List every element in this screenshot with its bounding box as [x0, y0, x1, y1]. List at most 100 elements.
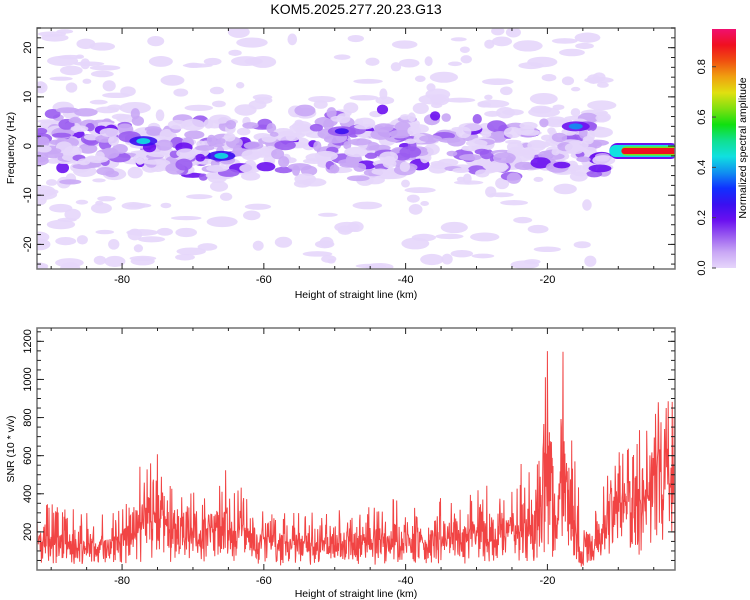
spectrogram-blob [47, 55, 79, 67]
spectrogram-blob [412, 102, 429, 114]
spectrogram-blob [452, 167, 470, 174]
spectrogram-blob [155, 139, 173, 151]
spectrogram-blob [513, 40, 543, 52]
spectrogram-ylabel: Frequency (Hz) [5, 112, 17, 184]
spectrogram-blob [582, 199, 592, 211]
y-tick-label: 800 [22, 408, 34, 426]
y-tick-label: -10 [22, 187, 34, 203]
spectrogram-blob [489, 160, 505, 172]
spectrogram-blob [375, 96, 395, 105]
spectrogram-blob [474, 148, 490, 155]
spectrogram-blob [252, 94, 273, 101]
spectrogram-blob [308, 95, 336, 103]
y-tick-label: 400 [22, 485, 34, 503]
spectrogram-blob [506, 172, 522, 184]
spectrogram-blob [130, 257, 155, 266]
y-tick-label: 200 [22, 523, 34, 541]
spectrogram-blob [500, 200, 529, 206]
spectrogram-blob [544, 116, 568, 128]
spectrogram-blob [89, 99, 108, 105]
spectrogram-blob [176, 148, 196, 159]
spectrogram-blob [584, 255, 597, 267]
spectrogram-blob [180, 119, 205, 131]
spectrogram-blob [347, 221, 364, 233]
spectrogram-blob [97, 196, 116, 202]
spectrogram-blob [51, 132, 72, 138]
spectrogram-blob [400, 114, 411, 120]
spectrogram-blob [462, 173, 472, 184]
spectrogram-blob [437, 158, 459, 167]
x-tick-label: -40 [398, 575, 414, 587]
spectrogram-blob [420, 201, 430, 207]
spectrogram-blob [96, 166, 115, 176]
spectrogram-blob [236, 37, 268, 48]
spectrogram-blob [477, 101, 491, 108]
colorbar-tick-label: 0.8 [696, 59, 708, 74]
spectrogram-blob [37, 156, 49, 166]
colorbar-tick-label: 0.4 [696, 160, 708, 175]
spectrogram-blob [588, 164, 612, 173]
spectrogram-blob [37, 31, 67, 37]
spectrogram-blob [92, 178, 106, 183]
spectrogram-blob [510, 260, 540, 269]
spectrogram-blob [576, 156, 591, 163]
colorbar-tick-label: 0.6 [696, 109, 708, 124]
spectrogram-blob [99, 128, 120, 137]
y-tick-label: 20 [22, 42, 34, 54]
spectrogram-blob [347, 34, 364, 43]
snr-frame [36, 327, 676, 571]
spectrogram-blob [491, 28, 505, 36]
y-tick-label: 1200 [22, 329, 34, 353]
spectrogram-blob [459, 46, 470, 54]
spectrogram-blob [391, 40, 418, 49]
spectrogram-blob [74, 108, 98, 117]
spectrogram-blob [89, 65, 121, 71]
spectrogram-blob [541, 134, 553, 141]
spectrogram-blob [398, 58, 420, 68]
spectrogram-blob [440, 221, 468, 234]
spectrogram-blob [379, 88, 388, 100]
spectrogram-blob [294, 173, 316, 185]
spectrogram-blob [505, 28, 521, 38]
spectrogram-blob [223, 132, 236, 142]
spectrogram-blob [569, 171, 588, 182]
spectrogram-blob [108, 238, 120, 250]
spectrogram-blob [216, 138, 226, 145]
spectrogram-blob [513, 216, 533, 224]
spectrogram-blob [89, 42, 116, 51]
spectrogram-blob [503, 126, 522, 139]
spectrogram-blob [459, 154, 482, 161]
spectrogram-blob [530, 105, 552, 114]
spectrogram-blob [235, 81, 245, 89]
spectrogram-blob [102, 92, 131, 99]
spectrogram-blob [289, 123, 313, 132]
spectrogram-blob [394, 152, 411, 161]
spectrogram-blob [541, 153, 565, 160]
spectrogram-blob [108, 135, 120, 146]
spectrogram-blob [46, 158, 61, 164]
spectrogram-blob [552, 104, 565, 110]
spectrogram-blob [55, 237, 77, 246]
spectrogram-blob [401, 179, 410, 188]
spectrogram-blob [176, 247, 206, 256]
spectrogram-blob [248, 100, 267, 110]
spectrogram-blob [37, 189, 58, 200]
spectrogram-blob [56, 107, 79, 114]
spectrogram-blob [326, 107, 337, 119]
spectrogram-blob [371, 168, 389, 175]
spectrogram-blob [487, 120, 507, 133]
spectrogram-blob [228, 49, 242, 56]
spectrogram-blob [458, 122, 483, 132]
spectrogram-blob [388, 129, 411, 139]
spectrogram-blob [37, 127, 48, 135]
x-tick-label: -80 [114, 575, 130, 587]
spectrogram-blob [426, 83, 436, 92]
spectrogram-blob [75, 199, 89, 205]
spectrogram-blob [73, 61, 105, 67]
spectrogram-blob [541, 74, 557, 82]
spectrogram-blob [499, 86, 513, 96]
spectrogram-blob [78, 143, 98, 154]
spectrogram-blob [450, 249, 474, 258]
spectrogram-blob [104, 255, 126, 267]
